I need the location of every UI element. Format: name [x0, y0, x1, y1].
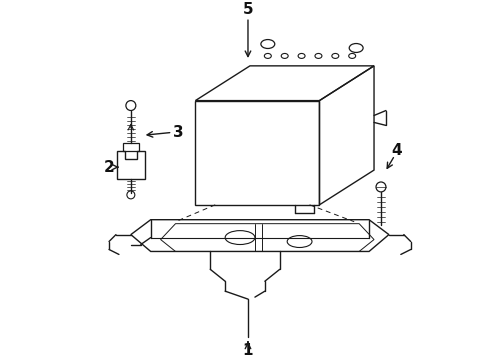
- Text: 4: 4: [392, 143, 402, 158]
- Text: 2: 2: [104, 159, 114, 175]
- Text: 3: 3: [173, 125, 184, 140]
- Text: 1: 1: [243, 343, 253, 358]
- Text: 5: 5: [243, 2, 253, 17]
